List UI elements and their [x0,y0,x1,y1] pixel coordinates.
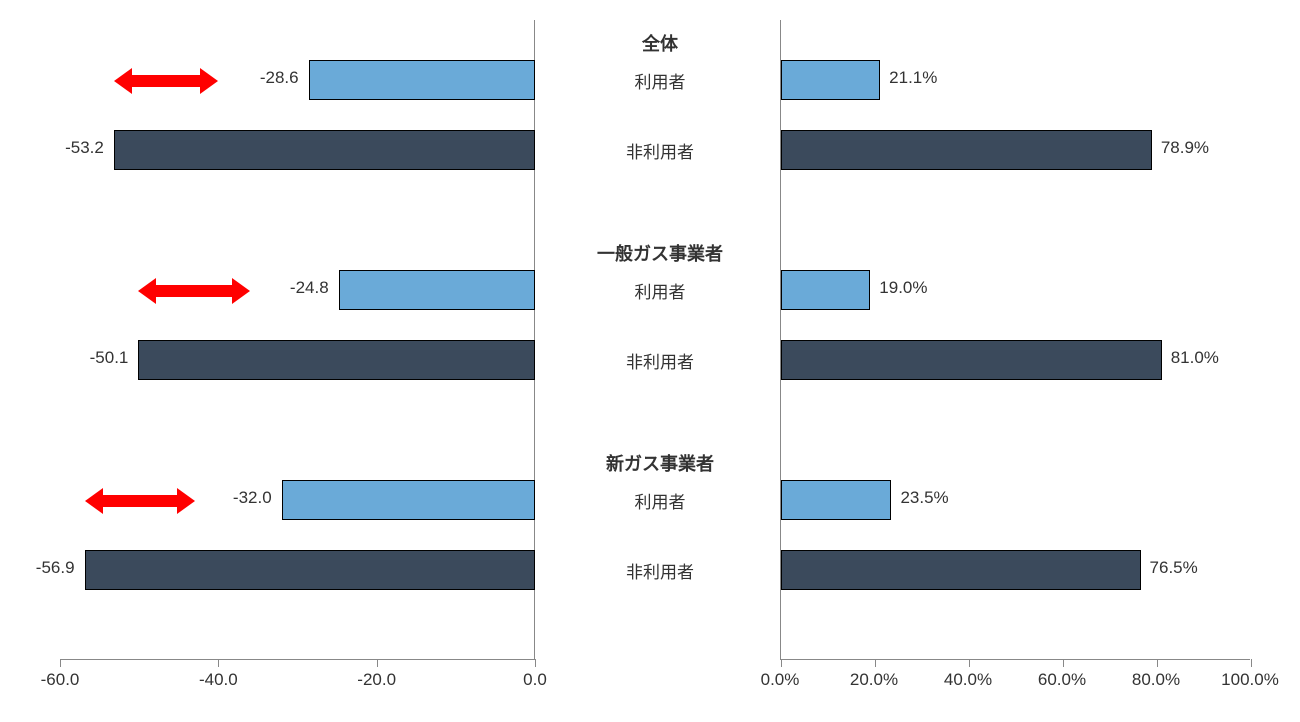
left-bar [339,270,535,310]
right-axis-tick-label: 20.0% [844,670,904,690]
left-bar-value: -56.9 [15,558,75,578]
left-bar-value: -28.6 [239,68,299,88]
right-axis-tick [1251,659,1252,667]
left-axis-tick-label: -60.0 [30,670,90,690]
left-chart-plot [60,20,535,660]
right-axis-tick-label: 40.0% [938,670,998,690]
right-axis-tick-label: 60.0% [1032,670,1092,690]
row-label: 利用者 [560,488,760,513]
arrow-shaft [126,75,207,87]
right-axis-tick-label: 100.0% [1220,670,1280,690]
left-bar [309,60,535,100]
left-bar-value: -24.8 [269,278,329,298]
left-bar [85,550,535,590]
group-header: 一般ガス事業者 [560,240,760,266]
arrow-shaft [97,495,183,507]
left-axis-tick [60,659,61,667]
left-axis-tick-label: -20.0 [347,670,407,690]
arrow-shaft [150,285,238,297]
row-label: 利用者 [560,68,760,93]
arrow-head-left-icon [114,68,132,94]
row-label: 非利用者 [560,138,760,163]
right-bar-value: 76.5% [1150,558,1198,578]
right-axis-tick [875,659,876,667]
left-bar [138,340,535,380]
right-axis-tick [969,659,970,667]
left-axis-tick-label: -40.0 [188,670,248,690]
left-bar [114,130,535,170]
left-bar-value: -32.0 [212,488,272,508]
right-axis-tick-label: 0.0% [750,670,810,690]
difference-arrow-icon [85,488,195,514]
chart-container: -60.0 -40.0 -20.0 0.0 0.0% 20.0% 40.0% 60.0% 80.… [0,0,1300,722]
right-axis-tick-label: 80.0% [1126,670,1186,690]
left-axis-tick [218,659,219,667]
right-axis-tick [1157,659,1158,667]
left-axis-tick-label: 0.0 [505,670,565,690]
right-bar-value: 81.0% [1171,348,1219,368]
group-header: 全体 [560,30,760,56]
arrow-head-left-icon [85,488,103,514]
difference-arrow-icon [114,68,219,94]
right-bar-value: 23.5% [900,488,948,508]
left-bar-value: -53.2 [44,138,104,158]
arrow-head-left-icon [138,278,156,304]
right-bar [781,130,1152,170]
left-axis-tick [377,659,378,667]
row-label: 非利用者 [560,348,760,373]
left-bar [282,480,535,520]
right-bar-value: 78.9% [1161,138,1209,158]
right-bar-value: 19.0% [879,278,927,298]
row-label: 利用者 [560,278,760,303]
group-header: 新ガス事業者 [560,450,760,476]
arrow-head-right-icon [200,68,218,94]
right-bar [781,340,1162,380]
arrow-head-right-icon [232,278,250,304]
arrow-head-right-icon [177,488,195,514]
left-bar-value: -50.1 [68,348,128,368]
right-bar [781,270,870,310]
row-label: 非利用者 [560,558,760,583]
right-bar [781,550,1141,590]
right-bar-value: 21.1% [889,68,937,88]
right-axis-tick [1063,659,1064,667]
right-bar [781,60,880,100]
right-bar [781,480,891,520]
left-axis-tick [535,659,536,667]
difference-arrow-icon [138,278,250,304]
right-axis-tick [781,659,782,667]
